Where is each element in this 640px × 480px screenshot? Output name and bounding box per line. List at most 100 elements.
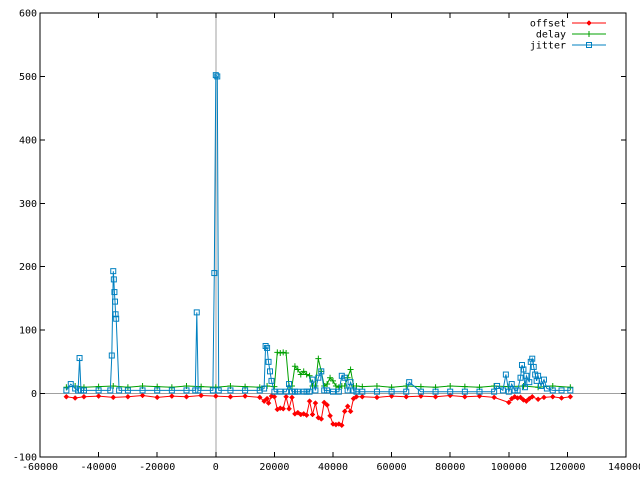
data-point-offset: [418, 393, 424, 399]
series-layer: [63, 72, 574, 429]
data-point-delay: [294, 366, 301, 373]
x-tick-label: 120000: [549, 462, 585, 473]
data-point-jitter: [432, 388, 439, 395]
data-point-jitter: [335, 388, 342, 395]
data-point-jitter: [63, 387, 70, 394]
data-point-offset: [567, 393, 574, 400]
series-jitter: [63, 72, 574, 395]
data-point-jitter: [491, 388, 498, 395]
data-point-jitter: [265, 358, 272, 365]
data-point-jitter: [312, 387, 319, 394]
data-point-jitter: [324, 387, 331, 394]
data-point-offset: [505, 399, 512, 406]
data-point-offset: [341, 408, 348, 415]
data-point-jitter: [558, 387, 565, 394]
data-point-offset: [271, 393, 278, 400]
data-point-offset: [321, 399, 328, 406]
x-tick-label: 60000: [377, 462, 407, 473]
data-point-jitter: [212, 72, 219, 79]
data-point-offset: [227, 393, 234, 400]
data-point-offset: [388, 393, 395, 399]
data-point-jitter: [139, 387, 146, 394]
x-tick-label: -40000: [81, 462, 117, 473]
data-point-offset: [286, 405, 292, 412]
data-point-delay: [283, 349, 290, 356]
data-point-jitter: [168, 387, 175, 394]
data-point-offset: [338, 422, 345, 429]
data-point-delay: [280, 349, 287, 356]
data-point-jitter: [271, 388, 278, 395]
data-point-offset: [347, 408, 354, 415]
x-tick-label: -20000: [139, 462, 175, 473]
legend-marker-jitter: [586, 42, 592, 48]
data-point-jitter: [318, 368, 325, 375]
data-point-jitter: [447, 388, 454, 395]
data-point-offset: [353, 393, 360, 400]
data-point-delay: [297, 371, 304, 378]
data-point-offset: [183, 393, 190, 400]
data-point-jitter: [277, 388, 284, 395]
legend-marker-delay: [586, 31, 592, 37]
data-point-delay: [324, 381, 331, 388]
data-point-jitter: [193, 309, 200, 316]
data-point-jitter: [110, 268, 117, 275]
data-point-delay: [154, 383, 161, 390]
data-point-jitter: [214, 73, 221, 80]
data-point-jitter: [417, 388, 424, 395]
data-point-offset: [529, 393, 536, 400]
data-point-offset: [242, 393, 248, 399]
data-point-offset: [306, 398, 313, 405]
data-point-offset: [95, 393, 102, 399]
data-point-delay: [95, 383, 102, 390]
data-point-delay: [303, 371, 310, 378]
data-point-jitter: [344, 387, 351, 394]
data-point-jitter: [341, 374, 348, 381]
data-point-jitter: [499, 387, 506, 394]
data-point-jitter: [403, 388, 410, 395]
data-point-jitter: [502, 371, 509, 378]
data-point-jitter: [294, 388, 301, 395]
data-point-jitter: [538, 382, 545, 389]
data-point-jitter: [124, 387, 131, 394]
data-point-delay: [327, 374, 334, 381]
data-point-delay: [359, 383, 366, 390]
data-point-jitter: [227, 387, 234, 394]
data-point-jitter: [373, 388, 380, 395]
data-point-jitter: [543, 385, 550, 392]
data-point-delay: [271, 383, 278, 390]
data-point-jitter: [256, 387, 263, 394]
data-point-delay: [168, 384, 175, 391]
axes-layer: -60000 -40000 -20000 0 20000 40000 60000 80000 1…: [13, 9, 640, 474]
x-tick-label: -60000: [22, 462, 58, 473]
data-point-jitter: [520, 366, 527, 373]
data-point-offset: [374, 394, 380, 401]
data-point-delay: [300, 368, 307, 375]
data-point-offset: [198, 392, 205, 399]
data-point-jitter: [283, 388, 290, 395]
data-point-delay: [315, 355, 322, 362]
y-tick-label: 0: [31, 389, 37, 400]
x-tick-label: 0: [213, 462, 219, 473]
data-point-offset: [491, 394, 498, 401]
data-point-delay: [447, 382, 454, 389]
data-point-delay: [347, 366, 354, 373]
data-point-jitter: [264, 344, 271, 351]
data-point-offset: [309, 411, 316, 418]
data-point-offset: [154, 394, 161, 401]
data-point-jitter: [476, 388, 483, 395]
data-point-offset: [261, 398, 267, 405]
data-point-jitter: [67, 381, 74, 388]
data-point-jitter: [111, 289, 118, 296]
data-point-jitter: [261, 385, 268, 392]
series-offset: [63, 392, 574, 429]
data-point-offset: [541, 394, 547, 401]
x-tick-label: 40000: [318, 462, 348, 473]
data-point-offset: [344, 403, 351, 410]
data-point-offset: [72, 395, 79, 401]
data-point-offset: [256, 394, 263, 401]
data-point-delay: [242, 383, 249, 390]
data-point-offset: [168, 393, 175, 399]
legend-label-delay: delay: [536, 30, 566, 41]
data-point-offset: [549, 393, 556, 400]
